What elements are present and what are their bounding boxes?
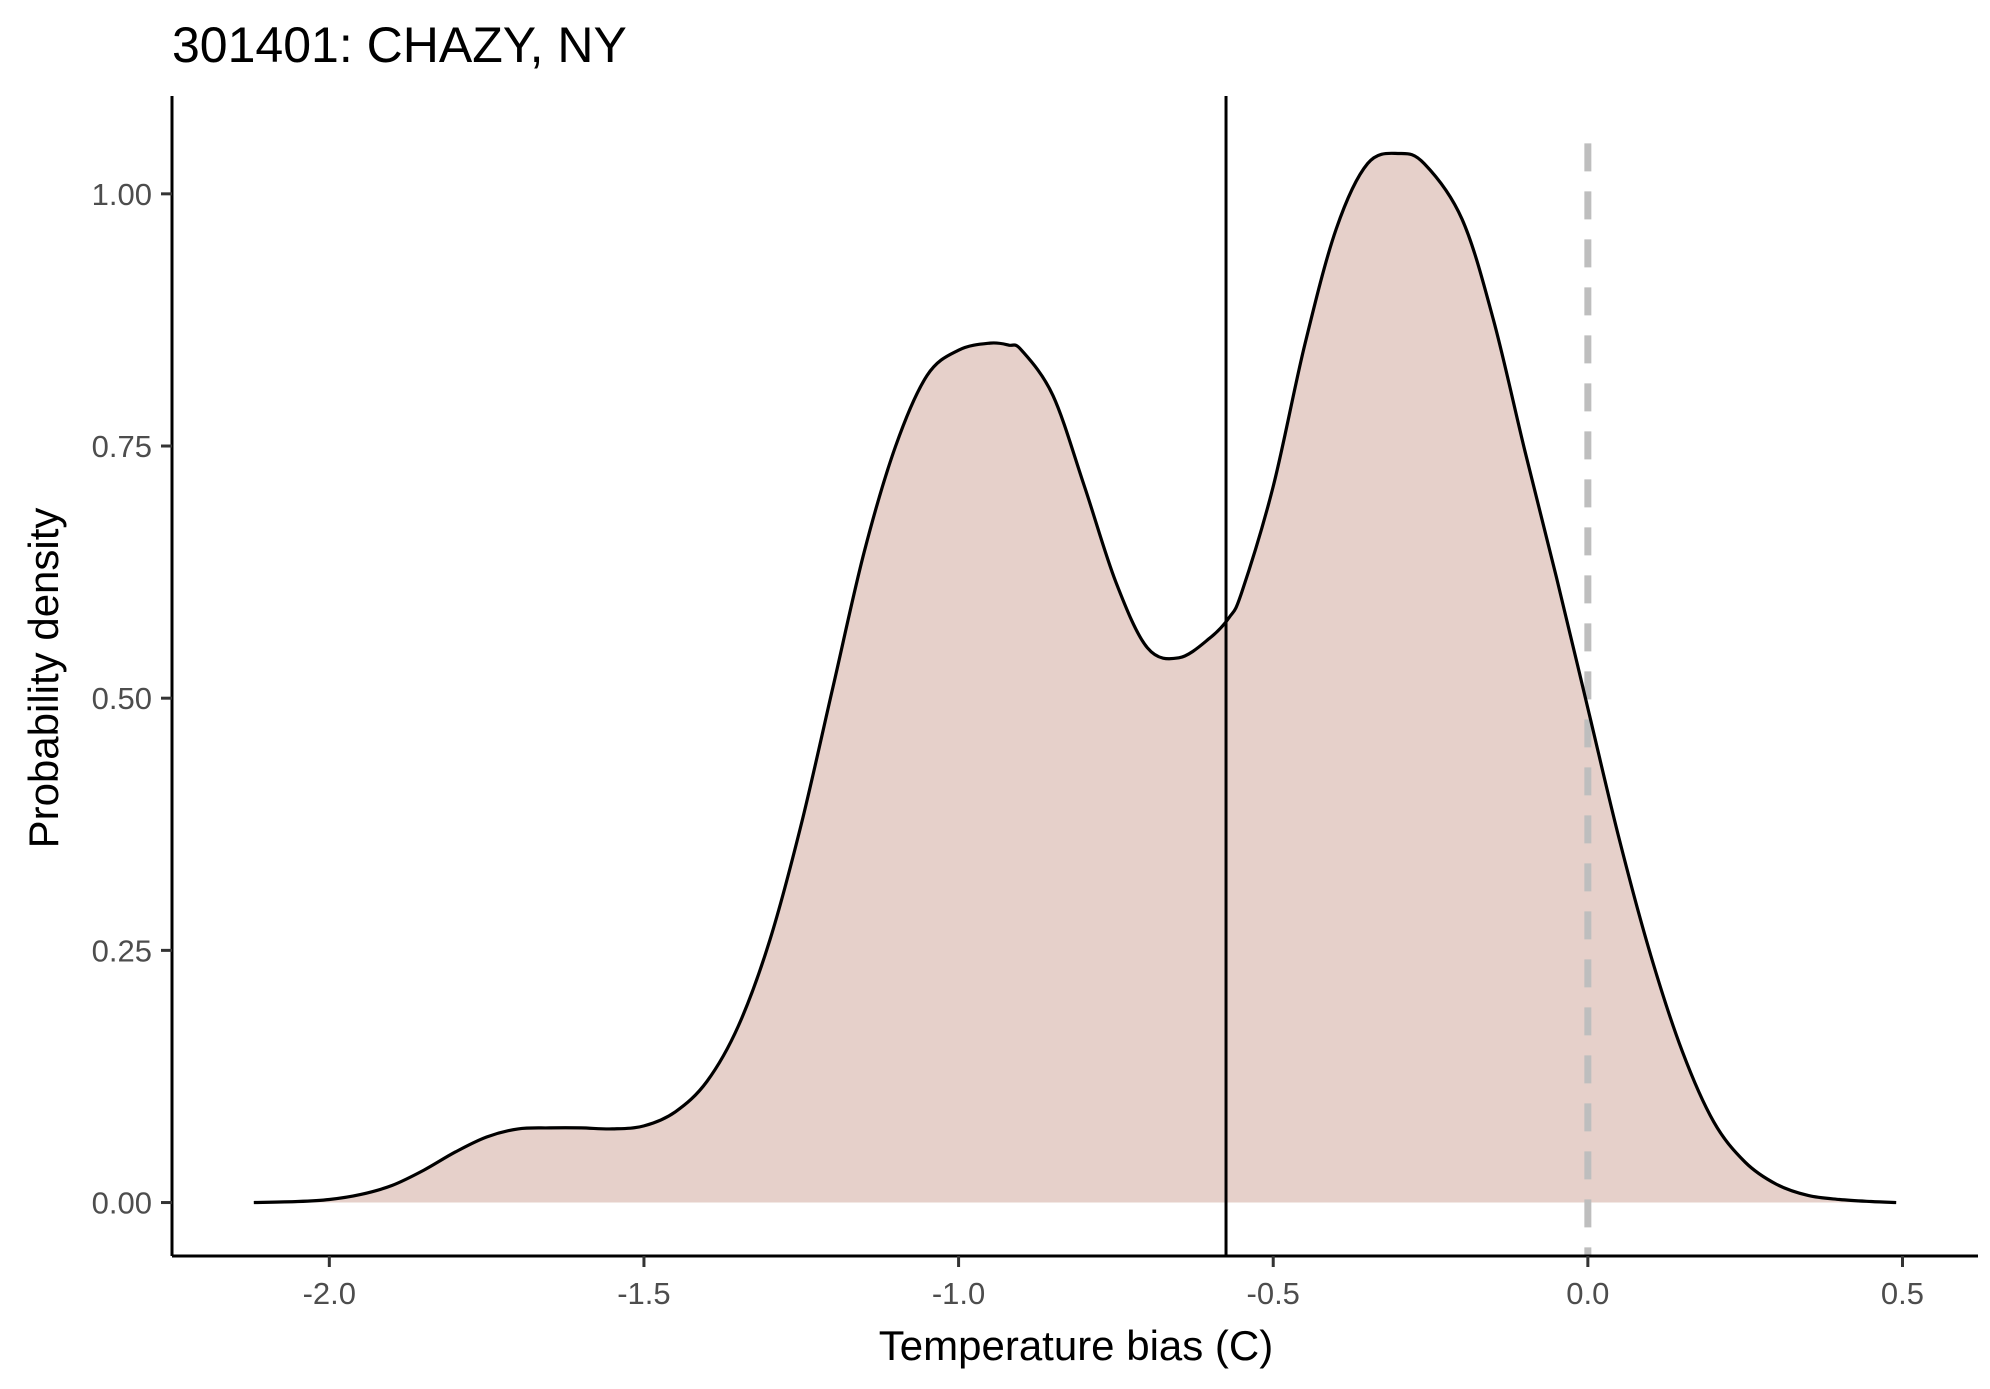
- x-tick-label: 0.5: [1881, 1276, 1924, 1311]
- density-curve: [253, 151, 1897, 1205]
- x-tick-label: -1.5: [617, 1276, 670, 1311]
- y-tick-label: 0.25: [92, 933, 152, 968]
- x-tick-label: -0.5: [1247, 1276, 1300, 1311]
- density-area: [253, 153, 1897, 1203]
- x-axis-title: Temperature bias (C): [879, 1322, 1273, 1369]
- y-tick-label: 0.75: [92, 429, 152, 464]
- x-tick-label: -1.0: [932, 1276, 985, 1311]
- y-tick-label: 1.00: [92, 177, 152, 212]
- chart-title: 301401: CHAZY, NY: [172, 17, 627, 73]
- x-tick-label: -2.0: [303, 1276, 356, 1311]
- x-tick-label: 0.0: [1566, 1276, 1609, 1311]
- y-tick-label: 0.50: [92, 681, 152, 716]
- y-tick-label: 0.00: [92, 1186, 152, 1221]
- y-axis-title: Probability density: [20, 508, 67, 849]
